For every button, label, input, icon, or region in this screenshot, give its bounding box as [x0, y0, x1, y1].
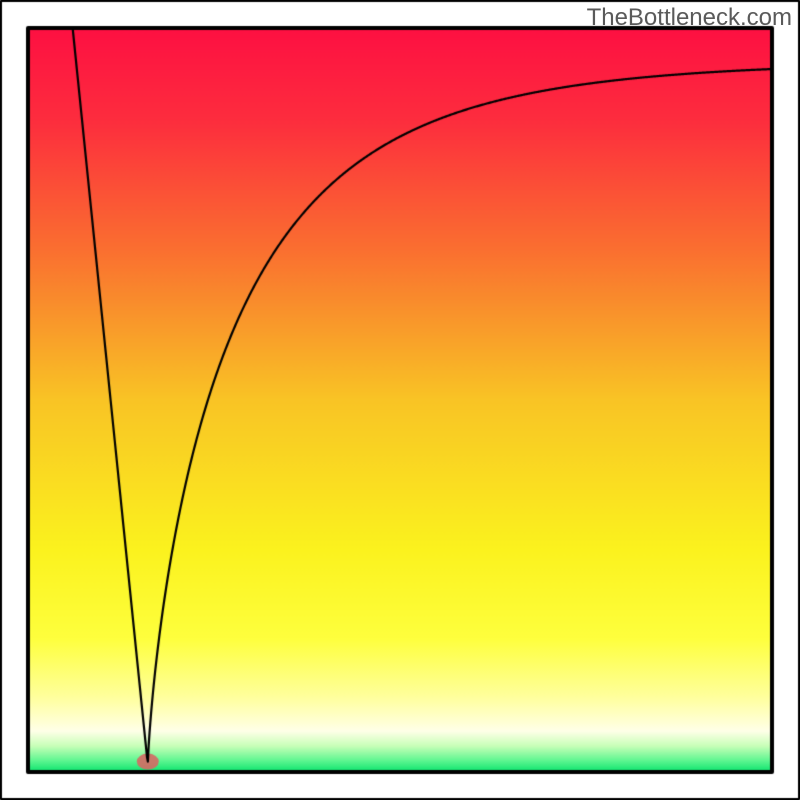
chart-area	[0, 0, 800, 800]
chart-canvas	[0, 0, 800, 800]
watermark-text: TheBottleneck.com	[587, 4, 792, 32]
